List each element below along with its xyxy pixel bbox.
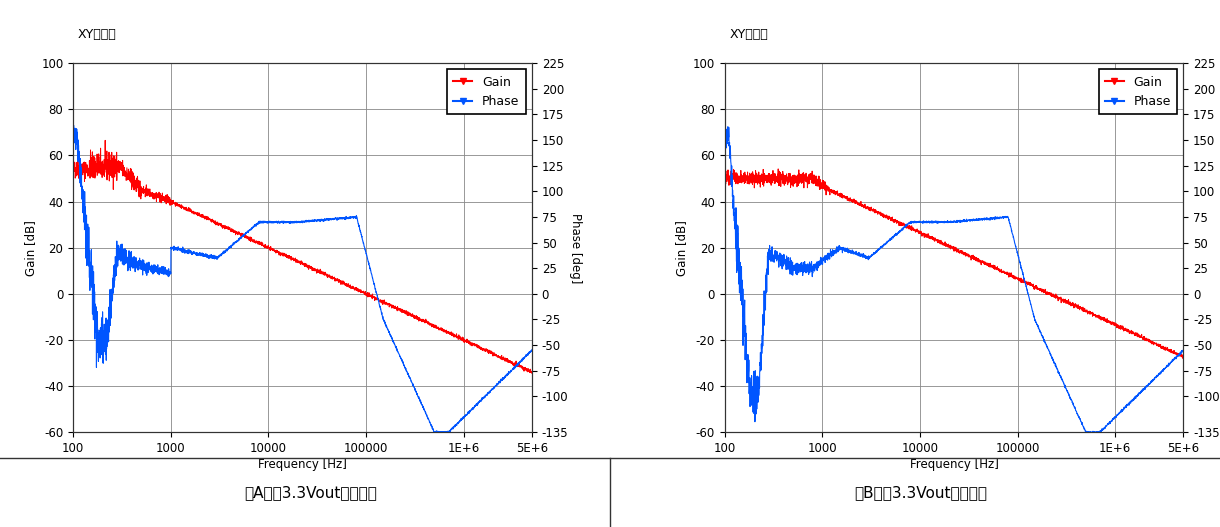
Y-axis label: Gain [dB]: Gain [dB] [24, 220, 37, 276]
Text: （B）　3.3Voutオン設定: （B） 3.3Voutオン設定 [854, 485, 988, 500]
Legend: Gain, Phase: Gain, Phase [447, 70, 526, 114]
Text: （A）　3.3Voutオフ設定: （A） 3.3Voutオフ設定 [245, 485, 377, 500]
Legend: Gain, Phase: Gain, Phase [1098, 70, 1177, 114]
X-axis label: Frequency [Hz]: Frequency [Hz] [910, 457, 998, 471]
Text: XYグラフ: XYグラフ [78, 28, 117, 41]
Text: XYグラフ: XYグラフ [730, 28, 767, 41]
Y-axis label: Gain [dB]: Gain [dB] [676, 220, 688, 276]
Y-axis label: Phase [deg]: Phase [deg] [570, 212, 582, 283]
X-axis label: Frequency [Hz]: Frequency [Hz] [259, 457, 346, 471]
